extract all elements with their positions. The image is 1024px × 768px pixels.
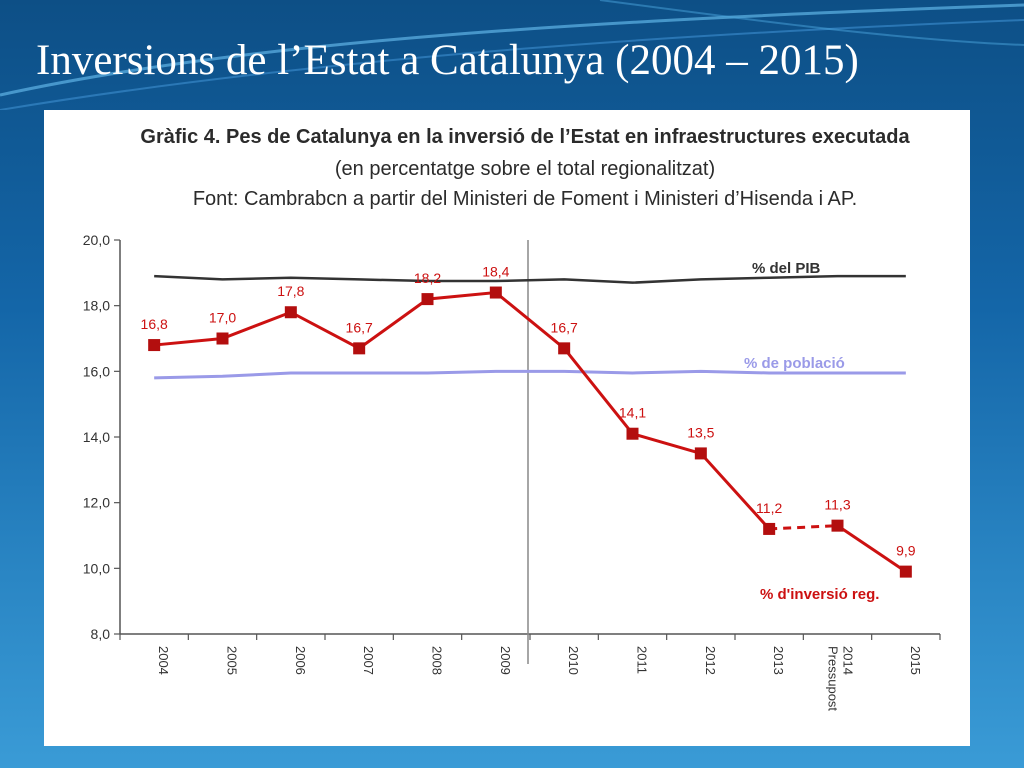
data-label: 16,7 [551, 319, 578, 335]
x-tick-label: 2012 [703, 646, 718, 675]
x-tick-label: 2011 [635, 646, 650, 674]
x-tick-label: 2015 [908, 646, 923, 675]
title-decoration [0, 0, 1024, 110]
series-line-inversio-dashed [769, 524, 838, 531]
data-label: 14,1 [619, 405, 646, 421]
slide-title: Inversions de l’Estat a Catalunya (2004 … [36, 37, 859, 84]
data-label: 11,3 [824, 497, 850, 513]
data-label: 13,5 [687, 424, 714, 440]
data-point-marker [831, 519, 844, 532]
series-label-poblacio: % de població [744, 355, 845, 372]
x-tick-label: 2013 [771, 646, 786, 675]
x-tick-label: 2010 [566, 646, 581, 675]
chart-source: Font: Cambrabcn a partir del Ministeri d… [192, 188, 858, 210]
chart-panel: Gràfic 4. Pes de Catalunya en la inversi… [44, 110, 970, 746]
x-tick-label: 2006 [293, 646, 308, 675]
line-chart: 8,0 10,0 12,0 14,0 16,0 18,0 20,0 2004 2005 2006 2… [83, 232, 941, 711]
data-point-marker [148, 339, 161, 352]
y-tick-label: 20,0 [83, 232, 110, 248]
y-tick-label: 16,0 [83, 363, 110, 379]
y-tick-label: 18,0 [83, 298, 110, 314]
data-point-marker [216, 332, 229, 345]
data-label: 18,4 [482, 264, 509, 280]
y-tick-label: 12,0 [83, 495, 110, 511]
data-point-marker [284, 306, 297, 319]
y-tick-label: 14,0 [83, 429, 110, 445]
data-label: 16,8 [141, 316, 168, 332]
data-point-marker [421, 293, 434, 306]
x-tick-label: 2007 [361, 646, 376, 675]
data-label: 17,8 [277, 283, 304, 299]
data-point-marker [558, 342, 571, 355]
chart-subtitle: (en percentatge sobre el total regionali… [334, 158, 716, 180]
data-point-marker [626, 427, 639, 440]
data-point-marker [353, 342, 366, 355]
series-label-inversio: % d'inversió reg. [760, 586, 879, 603]
x-tick-label: 2004 [156, 646, 171, 675]
y-tick-label: 10,0 [83, 560, 110, 576]
series-line-poblacio [154, 369, 906, 380]
data-label: 17,0 [209, 310, 236, 326]
data-label: 18,2 [414, 270, 441, 286]
x-tick-label: 2005 [225, 646, 240, 675]
x-tick-label: 2008 [430, 646, 445, 675]
series-line-inversio [836, 524, 907, 573]
data-point-marker [489, 286, 502, 299]
data-point-marker [763, 522, 776, 535]
data-label: 9,9 [896, 543, 916, 559]
x-tick-label: 2009 [498, 646, 513, 675]
series-label-pib: % del PIB [752, 260, 821, 277]
y-tick-label: 8,0 [91, 626, 111, 642]
series-line-pib [154, 274, 906, 284]
x-tick-label: Pressupost [826, 646, 841, 711]
data-label: 11,2 [756, 500, 782, 516]
chart-title: Gràfic 4. Pes de Catalunya en la inversi… [140, 126, 910, 148]
data-point-marker [694, 447, 707, 460]
data-point-marker [899, 565, 912, 578]
data-label: 16,7 [346, 319, 373, 335]
x-tick-label: 2014 [841, 646, 856, 675]
series-line-inversio [154, 290, 771, 530]
